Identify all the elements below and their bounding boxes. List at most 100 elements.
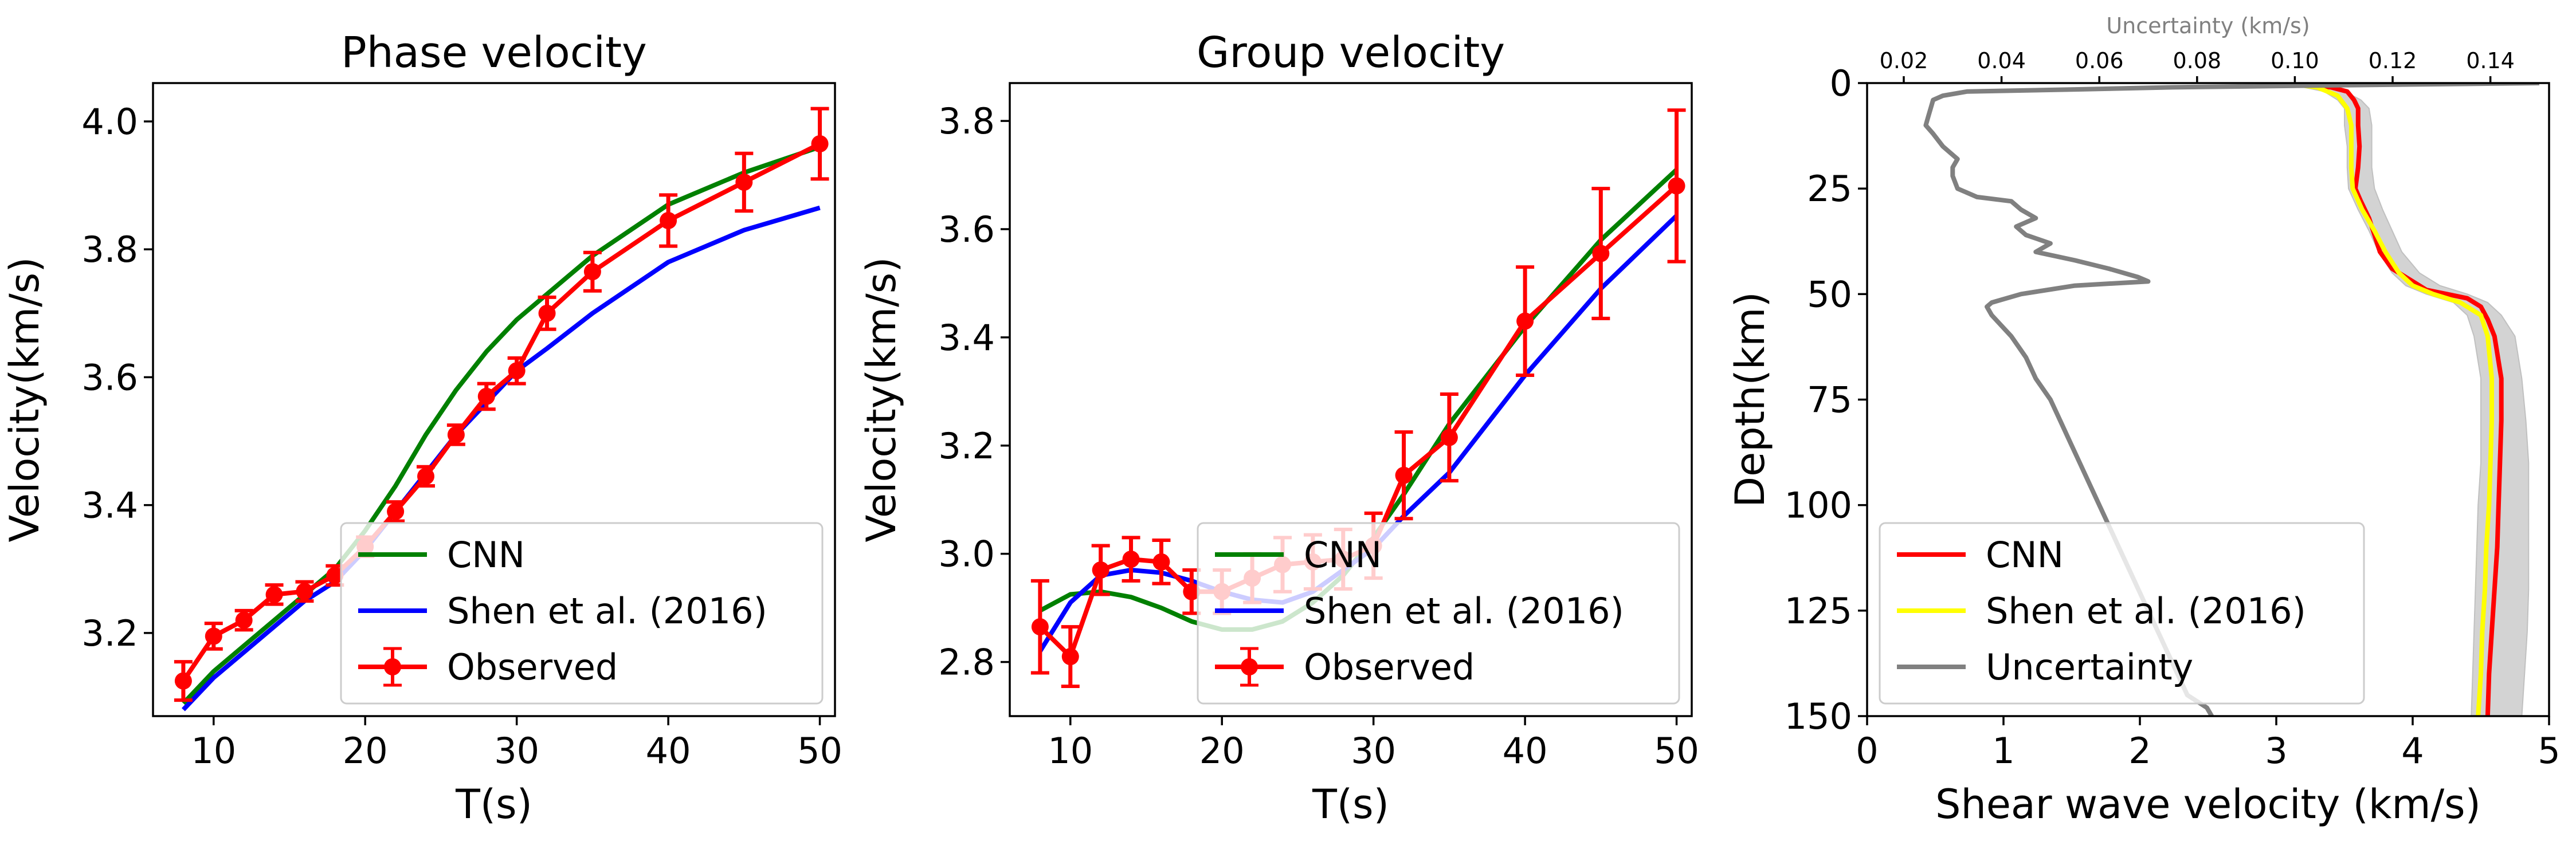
observed-point (508, 362, 526, 380)
observed-point (538, 304, 556, 322)
observed-point (235, 611, 253, 629)
y-tick-label: 3.8 (938, 100, 995, 142)
x-tick-label: 20 (343, 730, 388, 772)
group-velocity-panel: 10 20 30 40 50 2.8 3.0 3.2 3.4 3.6 3.8 T(s) Velocity… (858, 28, 1699, 828)
y-tick-label: 3.8 (81, 229, 138, 270)
phase-velocity-panel: 10 20 30 40 50 3.2 3.4 3.6 3.8 4.0 T(s) Velocity(km… (1, 28, 842, 828)
x-tick-label: 40 (646, 730, 691, 772)
observed-point (205, 627, 222, 645)
observed-point (1395, 466, 1413, 484)
legend-label-cnn: CNN (447, 534, 525, 576)
legend-label-shen-et-al-2016: Shen et al. (2016) (447, 590, 767, 632)
cnn-line (2283, 83, 2504, 716)
observed-point (811, 135, 829, 153)
x-tick-label: 1 (1992, 730, 2014, 772)
x-tick-label: 20 (1199, 730, 1245, 772)
x-tick-label: 10 (1048, 730, 1093, 772)
x-tick-label: 4 (2401, 730, 2424, 772)
observed-point (660, 211, 677, 229)
observed-point (1183, 583, 1201, 600)
x-tick-label: 3 (2265, 730, 2287, 772)
x-tick-label: 40 (1503, 730, 1548, 772)
y-tick-label: 3.2 (938, 425, 995, 467)
legend-marker-observed (1241, 658, 1258, 675)
y-tick-label: 3.0 (938, 533, 995, 575)
top-x-tick-label: 0.14 (2466, 48, 2515, 73)
observed-point (1061, 648, 1079, 666)
observed-point (1122, 551, 1140, 568)
observed-point (1592, 245, 1610, 262)
top-x-tick-label: 0.06 (2075, 48, 2124, 73)
y-tick-label: 3.4 (938, 317, 995, 359)
plot-area (174, 107, 829, 712)
legend-label-uncertainty: Uncertainty (1986, 646, 2193, 688)
x-axis-label: Shear wave velocity (km/s) (1935, 781, 2481, 828)
plot-frame (152, 82, 836, 717)
y-tick-label: 2.8 (938, 642, 995, 683)
observed-point (174, 672, 192, 690)
x-tick-label: 10 (191, 730, 236, 772)
legend-box (1197, 522, 1680, 705)
x-tick-label: 5 (2538, 730, 2560, 772)
y-axis-label: Velocity(km/s) (1, 257, 48, 543)
chart-title: Phase velocity (341, 28, 647, 77)
y-tick-label: 150 (1785, 695, 1852, 737)
observed-point (1031, 618, 1049, 636)
observed-point (296, 583, 313, 600)
top-x-tick-label: 0.02 (1880, 48, 1928, 73)
observed-point (265, 585, 283, 603)
legend-box (340, 522, 824, 705)
y-tick-label: 25 (1807, 168, 1852, 210)
legend-label-cnn: CNN (1304, 534, 1382, 576)
legend: CNN Shen et al. (2016) Observed (340, 522, 824, 705)
top-x-tick-label: 0.12 (2369, 48, 2417, 73)
top-x-tick-label: 0.10 (2271, 48, 2319, 73)
observed-point (1440, 429, 1458, 446)
x-axis-label: T(s) (455, 781, 532, 828)
legend: CNN Shen et al. (2016) Uncertainty (1879, 522, 2365, 705)
y-axis-label: Velocity(km/s) (858, 257, 905, 543)
observed-point (417, 467, 434, 485)
observed-point (447, 426, 465, 443)
y-tick-label: 3.2 (81, 612, 138, 654)
legend-box (1879, 522, 2365, 705)
y-tick-label: 50 (1807, 273, 1852, 315)
legend-label-shen-et-al-2016: Shen et al. (2016) (1304, 590, 1624, 632)
y-tick-label: 0 (1830, 62, 1852, 104)
top-x-tick-label: 0.04 (1977, 48, 2026, 73)
observed-point (1092, 561, 1109, 579)
y-tick-label: 125 (1785, 590, 1852, 632)
legend: CNN Shen et al. (2016) Observed (1197, 522, 1680, 705)
shen-et-al-2016-line (2283, 83, 2494, 716)
x-tick-label: 50 (797, 730, 842, 772)
observed-point (583, 263, 601, 281)
legend-label-observed: Observed (447, 646, 618, 688)
observed-point (387, 502, 405, 520)
y-tick-label: 75 (1807, 379, 1852, 421)
y-tick-label: 4.0 (81, 101, 138, 143)
legend-label-cnn: CNN (1986, 534, 2064, 576)
y-tick-label: 3.6 (938, 209, 995, 250)
y-tick-label: 3.4 (81, 485, 138, 526)
observed-point (1152, 553, 1170, 571)
observed-point (477, 387, 495, 405)
x-tick-label: 0 (1856, 730, 1878, 772)
chart-title: Group velocity (1197, 28, 1505, 77)
legend-label-observed: Observed (1304, 646, 1475, 688)
y-tick-label: 100 (1785, 485, 1852, 526)
y-tick-label: 3.6 (81, 356, 138, 398)
legend-marker-observed (384, 658, 401, 675)
x-tick-label: 2 (2128, 730, 2151, 772)
x-tick-label: 30 (1351, 730, 1396, 772)
plot-frame (1009, 82, 1693, 717)
top-x-tick-label: 0.08 (2173, 48, 2222, 73)
observed-point (1668, 177, 1685, 195)
top-x-axis-label: Uncertainty (km/s) (2106, 13, 2310, 38)
uncertainty-band (2283, 83, 2530, 716)
observed-point (735, 174, 753, 191)
x-axis-label: T(s) (1312, 781, 1389, 828)
x-tick-label: 30 (494, 730, 539, 772)
y-axis-label: Depth(km) (1727, 292, 1774, 508)
